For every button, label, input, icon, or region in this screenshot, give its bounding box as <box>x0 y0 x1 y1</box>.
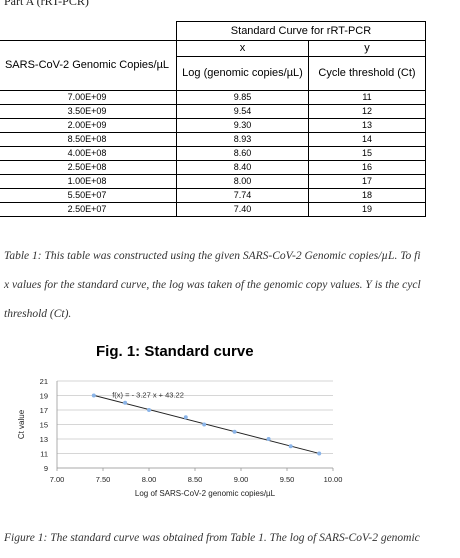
table-row: 1.00E+08 8.00 17 <box>0 174 426 189</box>
data-point <box>91 393 96 398</box>
copies-cell: 5.50E+07 <box>0 188 177 203</box>
y-axis-label: Ct value <box>17 409 26 439</box>
x-tick-label: 7.00 <box>50 475 65 484</box>
data-point <box>232 429 237 434</box>
ct-cell: 14 <box>308 132 426 147</box>
table-caption-line2: x values for the standard curve, the log… <box>4 279 421 291</box>
data-point <box>266 437 271 441</box>
y-tick-label: 11 <box>40 450 48 459</box>
y-header: y <box>308 40 426 57</box>
data-point <box>288 444 293 449</box>
y-tick-label: 13 <box>40 435 48 444</box>
figure-caption: Figure 1: The standard curve was obtaine… <box>4 532 420 544</box>
ct-cell: 13 <box>308 118 426 133</box>
col1-header: SARS-CoV-2 Genomic Copies/µL <box>0 40 177 91</box>
ct-cell: 18 <box>308 188 426 203</box>
table-row: 7.00E+09 9.85 11 <box>0 90 426 105</box>
table-row: 4.00E+08 8.60 15 <box>0 146 426 161</box>
trendline-equation: f(x) = - 3.27 x + 43.22 <box>112 390 184 399</box>
x-tick-label: 8.50 <box>188 475 203 484</box>
copies-cell: 8.50E+08 <box>0 132 177 147</box>
table-title: Standard Curve for rRT-PCR <box>176 21 426 41</box>
x-tick-label: 10.00 <box>324 475 343 484</box>
table-row: 5.50E+07 7.74 18 <box>0 188 426 203</box>
col3-header: Cycle threshold (Ct) <box>308 56 426 91</box>
copies-cell: 7.00E+09 <box>0 90 177 105</box>
log-cell: 8.40 <box>176 160 309 175</box>
table-row: 8.50E+08 8.93 14 <box>0 132 426 147</box>
copies-cell: 2.50E+07 <box>0 202 177 217</box>
standard-curve-chart: 9 11 13 15 17 19 21 7.00 7.50 8.00 8.50 9.00 9.50 10.… <box>17 377 343 498</box>
ct-cell: 16 <box>308 160 426 175</box>
y-tick-label: 17 <box>40 406 48 415</box>
copies-cell: 4.00E+08 <box>0 146 177 161</box>
y-tick-label: 15 <box>40 421 48 430</box>
col2-header: Log (genomic copies/µL) <box>176 56 309 91</box>
data-point <box>147 408 151 412</box>
ct-cell: 11 <box>308 90 426 105</box>
ct-cell: 15 <box>308 146 426 161</box>
ct-cell: 12 <box>308 104 426 119</box>
data-point <box>202 422 207 427</box>
table-row: 2.50E+08 8.40 16 <box>0 160 426 175</box>
log-cell: 9.85 <box>176 90 309 105</box>
copies-cell: 2.50E+08 <box>0 160 177 175</box>
table-row: 3.50E+09 9.54 12 <box>0 104 426 119</box>
part-label: Part A (rRT-PCR) <box>4 0 89 8</box>
x-header: x <box>176 40 309 57</box>
x-axis-label: Log of SARS-CoV-2 genomic copies/µL <box>135 489 276 498</box>
log-cell: 8.00 <box>176 174 309 189</box>
log-cell: 9.54 <box>176 104 309 119</box>
x-tick-label: 9.50 <box>280 475 295 484</box>
ct-cell: 17 <box>308 174 426 189</box>
table-caption-line1: Table 1: This table was constructed usin… <box>4 250 421 262</box>
x-tick-label: 8.00 <box>142 475 157 484</box>
copies-cell: 1.00E+08 <box>0 174 177 189</box>
log-cell: 8.60 <box>176 146 309 161</box>
x-tick-label: 7.50 <box>96 475 111 484</box>
copies-cell: 3.50E+09 <box>0 104 177 119</box>
data-point <box>123 400 128 405</box>
copies-cell: 2.00E+09 <box>0 118 177 133</box>
y-tick-label: 9 <box>44 464 48 473</box>
table-caption-line3: threshold (Ct). <box>4 308 72 320</box>
log-cell: 7.40 <box>176 202 309 217</box>
data-point <box>183 415 188 420</box>
table-row: 2.00E+09 9.30 13 <box>0 118 426 133</box>
table-row: 2.50E+07 7.40 19 <box>0 202 426 217</box>
data-point <box>317 451 322 456</box>
y-tick-label: 21 <box>40 377 48 386</box>
log-cell: 8.93 <box>176 132 309 147</box>
ct-cell: 19 <box>308 202 426 217</box>
trendline <box>93 394 320 454</box>
log-cell: 7.74 <box>176 188 309 203</box>
y-tick-label: 19 <box>40 392 48 401</box>
log-cell: 9.30 <box>176 118 309 133</box>
standard-curve-table: Standard Curve for rRT-PCR SARS-CoV-2 Ge… <box>0 21 426 217</box>
x-tick-label: 9.00 <box>234 475 249 484</box>
figure-title: Fig. 1: Standard curve <box>96 343 254 360</box>
